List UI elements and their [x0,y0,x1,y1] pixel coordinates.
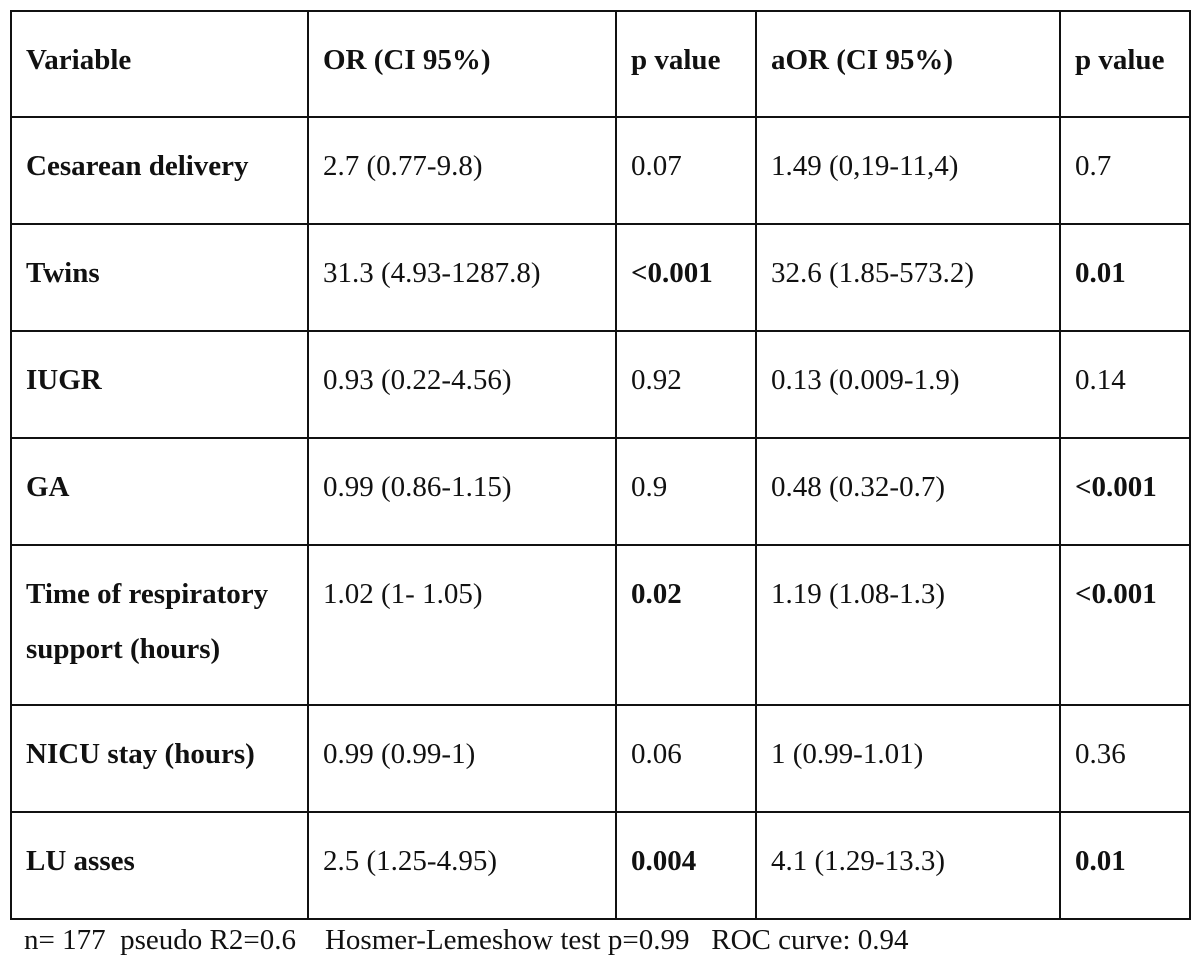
table-row: Twins 31.3 (4.93-1287.8) <0.001 32.6 (1.… [10,223,1191,332]
or-cell: 0.99 (0.99-1) [307,704,617,813]
variable-cell: GA [10,437,309,546]
variable-cell: NICU stay (hours) [10,704,309,813]
p-value-cell: 0.07 [615,116,757,225]
variable-line-1: Time of respiratory [26,578,269,610]
p-value-cell: 0.004 [615,811,757,920]
header-p-value: p value [615,10,757,118]
p-value-cell: 0.92 [615,330,757,439]
aor-cell: 4.1 (1.29-13.3) [755,811,1061,920]
header-adjusted-p-value: p value [1059,10,1191,118]
adjusted-p-value-cell: 0.01 [1059,811,1191,920]
variable-cell: Twins [10,223,309,332]
aor-cell: 1.19 (1.08-1.3) [755,544,1061,706]
p-value-cell: 0.02 [615,544,757,706]
adjusted-p-value-cell: 0.36 [1059,704,1191,813]
adjusted-p-value-cell: 0.14 [1059,330,1191,439]
variable-cell: Cesarean delivery [10,116,309,225]
adjusted-p-value-cell: <0.001 [1059,544,1191,706]
aor-cell: 0.13 (0.009-1.9) [755,330,1061,439]
adjusted-p-value-cell: <0.001 [1059,437,1191,546]
table-row: NICU stay (hours) 0.99 (0.99-1) 0.06 1 (… [10,704,1191,813]
p-value-cell: 0.06 [615,704,757,813]
table-row: LU asses 2.5 (1.25-4.95) 0.004 4.1 (1.29… [10,811,1191,920]
or-cell: 2.7 (0.77-9.8) [307,116,617,225]
or-cell: 0.99 (0.86-1.15) [307,437,617,546]
table-row: Time of respiratory support (hours) 1.02… [10,544,1191,706]
aor-cell: 32.6 (1.85-573.2) [755,223,1061,332]
or-cell: 31.3 (4.93-1287.8) [307,223,617,332]
variable-line-2: support (hours) [26,633,221,665]
header-row: Variable OR (CI 95%) p value aOR (CI 95%… [10,10,1191,118]
aor-cell: 1.49 (0,19-11,4) [755,116,1061,225]
adjusted-p-value-cell: 0.01 [1059,223,1191,332]
table-row: Cesarean delivery 2.7 (0.77-9.8) 0.07 1.… [10,116,1191,225]
table-row: IUGR 0.93 (0.22-4.56) 0.92 0.13 (0.009-1… [10,330,1191,439]
header-or: OR (CI 95%) [307,10,617,118]
header-aor: aOR (CI 95%) [755,10,1061,118]
aor-cell: 0.48 (0.32-0.7) [755,437,1061,546]
p-value-cell: <0.001 [615,223,757,332]
table-footnote: n= 177 pseudo R2=0.6 Hosmer-Lemeshow tes… [24,924,909,956]
header-variable: Variable [10,10,309,118]
adjusted-p-value-cell: 0.7 [1059,116,1191,225]
variable-cell: IUGR [10,330,309,439]
or-cell: 2.5 (1.25-4.95) [307,811,617,920]
aor-cell: 1 (0.99-1.01) [755,704,1061,813]
variable-cell: Time of respiratory support (hours) [10,544,309,706]
results-table: Variable OR (CI 95%) p value aOR (CI 95%… [10,10,1191,920]
variable-cell: LU asses [10,811,309,920]
or-cell: 1.02 (1- 1.05) [307,544,617,706]
table-row: GA 0.99 (0.86-1.15) 0.9 0.48 (0.32-0.7) … [10,437,1191,546]
or-cell: 0.93 (0.22-4.56) [307,330,617,439]
p-value-cell: 0.9 [615,437,757,546]
